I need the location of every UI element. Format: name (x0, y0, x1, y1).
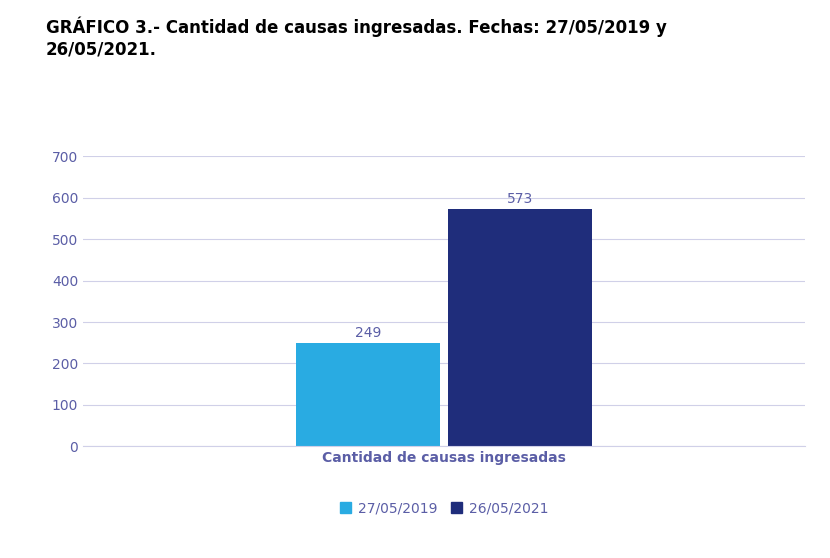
Bar (448, 209, 593, 446)
Bar (295, 343, 440, 446)
Text: 249: 249 (354, 326, 381, 340)
Text: 573: 573 (507, 192, 534, 206)
Text: GRÁFICO 3.- Cantidad de causas ingresadas. Fechas: 27/05/2019 y
26/05/2021.: GRÁFICO 3.- Cantidad de causas ingresada… (46, 17, 666, 58)
Legend: 27/05/2019, 26/05/2021: 27/05/2019, 26/05/2021 (334, 496, 554, 521)
